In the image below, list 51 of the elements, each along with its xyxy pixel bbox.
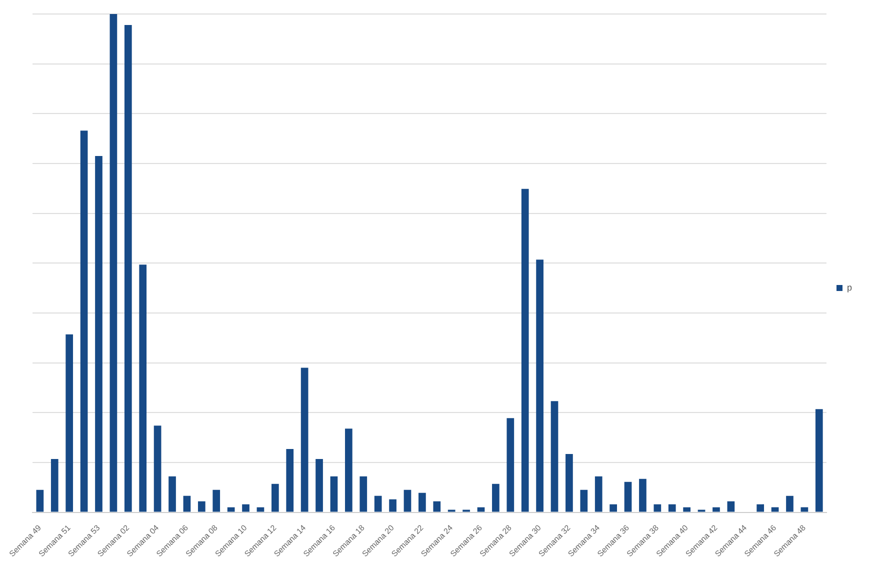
- bar: [198, 501, 206, 512]
- bar: [756, 504, 764, 512]
- bar: [242, 504, 250, 512]
- bar: [624, 482, 632, 512]
- bar: [154, 426, 162, 512]
- bar: [786, 496, 794, 512]
- bar: [345, 428, 352, 512]
- bar: [256, 507, 264, 512]
- bar: [374, 496, 382, 512]
- bar: [66, 334, 74, 512]
- bar: [639, 478, 646, 512]
- bar: [36, 490, 44, 512]
- bar: [477, 507, 485, 512]
- bar: [110, 14, 118, 512]
- bar: [566, 454, 573, 512]
- bar: [800, 507, 808, 512]
- bar: [95, 156, 102, 512]
- bar: [815, 409, 823, 512]
- bar: [139, 264, 147, 512]
- bar: [124, 24, 132, 512]
- bar: [212, 490, 220, 512]
- bar: [80, 130, 88, 512]
- bar: [536, 260, 544, 512]
- legend-label: p: [846, 282, 852, 292]
- bar: [433, 501, 441, 512]
- bar: [550, 401, 558, 512]
- bar: [227, 507, 235, 512]
- bar: [771, 507, 779, 512]
- bar: [727, 501, 735, 512]
- bar: [168, 476, 176, 512]
- bar: [316, 458, 323, 512]
- bar: [183, 496, 191, 512]
- bar: [668, 504, 676, 512]
- bar: [360, 476, 368, 512]
- bar: [286, 448, 294, 512]
- bar: [580, 490, 588, 512]
- bar: [271, 484, 279, 512]
- bar: [389, 499, 396, 512]
- bar: [418, 492, 426, 512]
- bar: [506, 418, 514, 512]
- bar: [492, 484, 500, 512]
- bar: [683, 507, 690, 512]
- bar: [594, 476, 602, 512]
- bar: [610, 504, 617, 512]
- bar: [521, 188, 529, 512]
- bar: [712, 507, 720, 512]
- bar: [654, 504, 662, 512]
- bar: [330, 476, 338, 512]
- bar: [50, 458, 58, 512]
- bar: [404, 490, 412, 512]
- bar: [300, 368, 308, 512]
